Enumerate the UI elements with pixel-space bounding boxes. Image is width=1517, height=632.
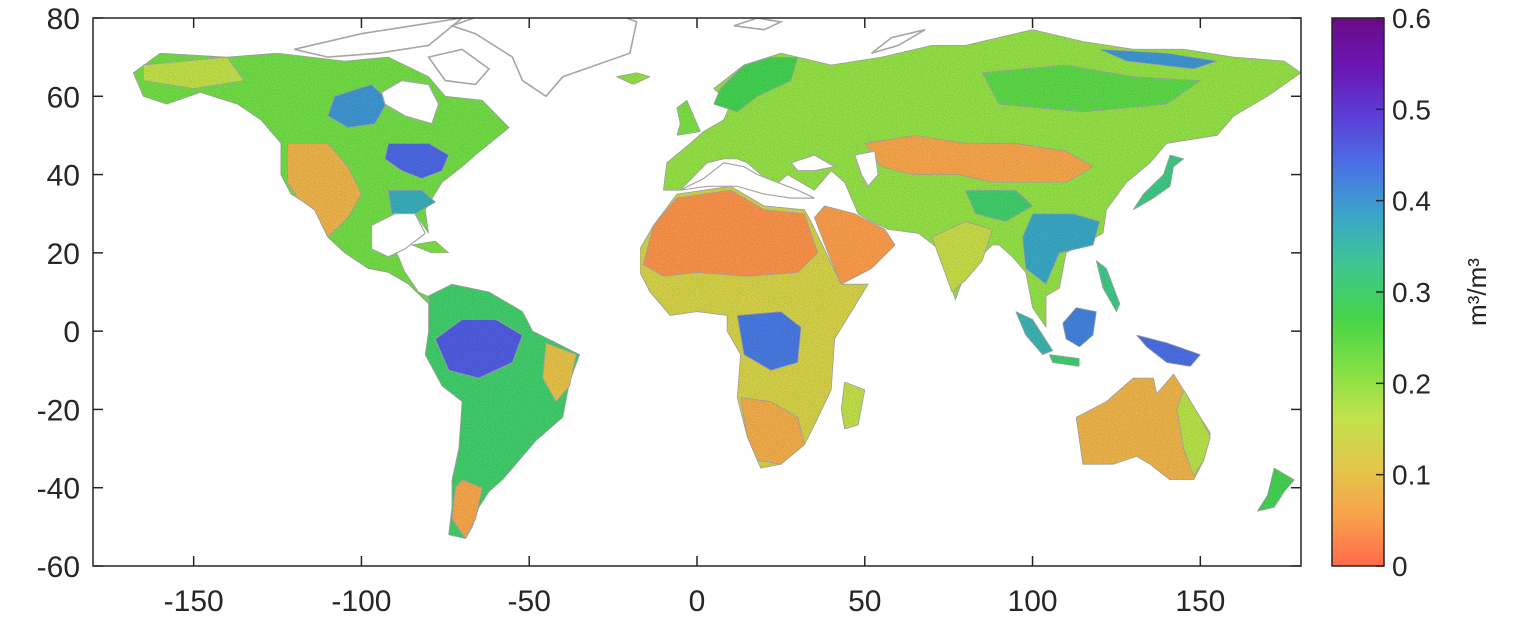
region-amazon-wet bbox=[434, 319, 523, 379]
region-caspian-sea bbox=[853, 150, 879, 188]
map-regions bbox=[132, 18, 1301, 540]
region-congo-wet bbox=[736, 311, 802, 371]
region-mediterranean-sea bbox=[679, 162, 815, 199]
x-tick-label: 100 bbox=[1008, 585, 1058, 618]
x-tick-label: -50 bbox=[508, 585, 551, 618]
region-south-africa-dry bbox=[740, 397, 805, 465]
region-arctic-archipelago bbox=[294, 18, 464, 58]
region-east-australia-wet bbox=[1176, 388, 1211, 477]
region-iceland bbox=[615, 72, 652, 85]
colorbar bbox=[1331, 17, 1385, 567]
x-tick-label: -100 bbox=[331, 585, 391, 618]
x-tick-label: 150 bbox=[1175, 585, 1225, 618]
region-new-zealand bbox=[1256, 467, 1295, 512]
region-india-mixed bbox=[931, 221, 993, 293]
region-svalbard bbox=[733, 18, 784, 31]
colorbar-axis: 0.6 0.5 0.4 0.3 0.2 0.1 0 bbox=[1376, 3, 1431, 582]
region-tibet-mixed bbox=[964, 189, 1034, 222]
region-gulf-of-mexico bbox=[370, 213, 426, 258]
region-java bbox=[1048, 354, 1080, 367]
region-british-isles bbox=[676, 99, 701, 136]
region-arabia-dry bbox=[813, 205, 896, 285]
x-axis: -150 -100 -50 0 50 100 150 bbox=[164, 18, 1225, 618]
colorbar-tick-label: 0.1 bbox=[1392, 460, 1431, 491]
y-tick-label: -60 bbox=[37, 551, 80, 584]
region-central-asia-dry bbox=[864, 134, 1094, 183]
region-borneo bbox=[1062, 307, 1097, 348]
y-tick-label: 20 bbox=[47, 238, 80, 271]
y-tick-label: 0 bbox=[63, 316, 80, 349]
colorbar-tick-label: 0.5 bbox=[1392, 94, 1431, 125]
region-new-guinea bbox=[1135, 334, 1201, 367]
region-brazil-east-dry bbox=[542, 342, 577, 403]
region-japan bbox=[1132, 154, 1185, 211]
colorbar-tick-label: 0.3 bbox=[1392, 277, 1431, 308]
y-tick-label: 40 bbox=[47, 160, 80, 193]
region-patagonia-dry bbox=[451, 479, 483, 540]
x-tick-label: 0 bbox=[689, 585, 706, 618]
y-tick-label: 80 bbox=[47, 3, 80, 36]
region-scandinavia bbox=[713, 56, 799, 113]
colorbar-tick-label: 0.2 bbox=[1392, 368, 1431, 399]
region-hudson-bay bbox=[380, 79, 440, 125]
region-west-usa-dry bbox=[287, 142, 362, 238]
region-cuba bbox=[410, 240, 450, 254]
colorbar-tick-label: 0 bbox=[1392, 551, 1408, 582]
region-alaska-north bbox=[142, 56, 245, 89]
y-tick-label: 60 bbox=[47, 81, 80, 114]
region-siberia-mixed bbox=[981, 64, 1202, 113]
region-greenland bbox=[449, 18, 638, 98]
region-sahara-dry bbox=[642, 189, 819, 277]
region-black-sea bbox=[789, 154, 837, 172]
x-tick-label: -150 bbox=[164, 585, 224, 618]
colorbar-label: m³/m³ bbox=[1462, 258, 1492, 326]
region-novaya-zemlya bbox=[871, 28, 926, 54]
region-great-lakes-wet bbox=[384, 142, 450, 179]
region-madagascar bbox=[840, 381, 866, 430]
y-tick-label: -40 bbox=[37, 473, 80, 506]
region-east-us-wet bbox=[387, 189, 436, 215]
colorbar-tick-label: 0.4 bbox=[1392, 186, 1431, 217]
region-sumatra bbox=[1015, 310, 1054, 356]
region-philippines bbox=[1095, 259, 1121, 313]
y-tick-label: -20 bbox=[37, 394, 80, 427]
region-southeast-asia-wet bbox=[1022, 213, 1101, 285]
x-tick-label: 50 bbox=[848, 585, 881, 618]
y-axis: 80 60 40 20 0 -20 -40 -60 bbox=[37, 3, 1301, 584]
region-canada-wet bbox=[327, 84, 389, 129]
region-baffin-island bbox=[427, 48, 491, 86]
region-north-siberia-wet bbox=[1099, 48, 1218, 70]
colorbar-tick-label: 0.6 bbox=[1392, 3, 1431, 34]
